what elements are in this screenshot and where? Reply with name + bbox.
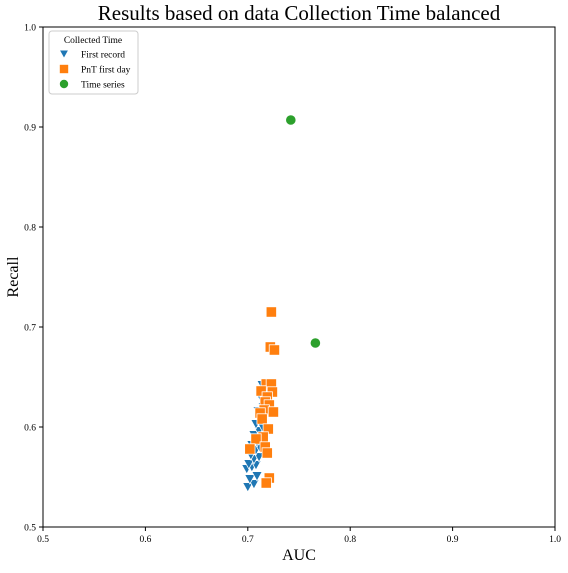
legend-box bbox=[48, 30, 139, 95]
chart-title: Results based on data Collection Time ba… bbox=[98, 1, 501, 25]
legend-label: PnT first day bbox=[81, 65, 131, 76]
data-markers bbox=[240, 114, 321, 493]
y-tick-label: 1.0 bbox=[24, 24, 36, 34]
x-tick-label: 0.5 bbox=[37, 535, 49, 545]
x-tick-label: 0.8 bbox=[344, 535, 356, 545]
square-marker bbox=[244, 443, 256, 455]
legend-label: Time series bbox=[81, 81, 125, 91]
square-marker bbox=[250, 433, 262, 445]
legend-square-marker bbox=[59, 64, 70, 75]
triangle-marker bbox=[251, 471, 263, 482]
legend-circle-marker bbox=[59, 79, 70, 90]
plot-frame bbox=[42, 26, 556, 528]
square-marker bbox=[267, 406, 280, 418]
square-marker bbox=[265, 306, 277, 318]
circle-marker bbox=[285, 114, 297, 126]
x-tick-label: 0.7 bbox=[242, 535, 254, 545]
y-tick-label: 0.6 bbox=[24, 424, 36, 434]
square-marker bbox=[261, 447, 273, 459]
y-axis: 0.5 0.6 0.7 0.8 0.9 1.0 bbox=[24, 24, 43, 534]
x-axis: 0.5 0.6 0.7 0.8 0.9 1.0 bbox=[37, 527, 561, 545]
y-tick-label: 0.8 bbox=[24, 224, 36, 234]
x-axis-label: AUC bbox=[282, 547, 316, 564]
y-axis-label: Recall bbox=[5, 256, 22, 297]
x-tick-label: 0.6 bbox=[139, 535, 151, 545]
triangle-marker bbox=[243, 474, 256, 485]
circle-marker bbox=[309, 337, 321, 349]
triangle-marker bbox=[241, 482, 254, 493]
x-tick-label: 0.9 bbox=[447, 535, 459, 545]
legend-triangle-marker bbox=[58, 49, 70, 60]
y-tick-label: 0.9 bbox=[24, 124, 36, 134]
legend: Collected Time First record PnT first day… bbox=[48, 30, 139, 95]
square-marker bbox=[260, 477, 272, 489]
triangle-marker bbox=[242, 459, 255, 470]
square-marker bbox=[256, 413, 268, 425]
square-marker bbox=[268, 344, 281, 356]
x-tick-label: 1.0 bbox=[549, 535, 561, 545]
y-tick-label: 0.7 bbox=[24, 324, 36, 334]
square-marker bbox=[255, 385, 267, 397]
legend-title: Collected Time bbox=[64, 36, 122, 46]
y-tick-label: 0.5 bbox=[24, 524, 36, 534]
legend-label: First record bbox=[81, 51, 125, 61]
